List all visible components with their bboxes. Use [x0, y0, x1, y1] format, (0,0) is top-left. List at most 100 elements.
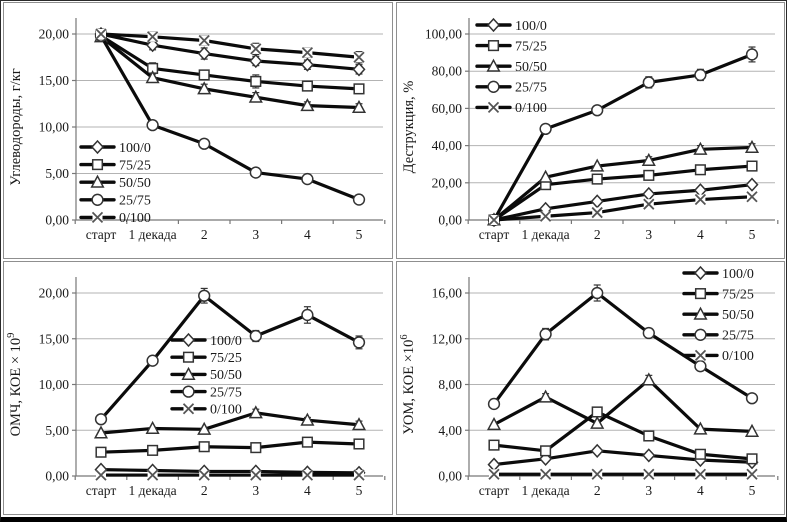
square-marker: [301, 80, 313, 92]
svg-text:20,00: 20,00: [39, 286, 70, 301]
diamond-marker: [590, 194, 604, 209]
svg-text:10,00: 10,00: [39, 377, 70, 392]
diamond-marker: [745, 177, 759, 192]
x-marker: [591, 468, 603, 480]
series-75/25: [488, 406, 758, 465]
legend-label: 100/0: [515, 19, 547, 34]
triangle-marker: [351, 99, 367, 114]
legend-item-25/75: 25/75: [475, 81, 547, 96]
legend-label: 50/50: [722, 308, 754, 323]
svg-text:2: 2: [594, 227, 601, 242]
square-marker: [694, 288, 707, 300]
chart-panel-omch: 0,00 5,00 10,00 15,00 20,00 старт 1 декада 2 3 4 5…: [3, 261, 393, 515]
series-50/50: [486, 372, 760, 437]
square-marker: [250, 442, 262, 454]
svg-text:старт: старт: [86, 483, 117, 498]
circle-marker: [146, 118, 159, 132]
series-0/100: [95, 469, 365, 481]
y-axis-tick-labels: 0,00 20,00 40,00 60,00 80,00 100,00: [425, 27, 462, 228]
svg-text:4,00: 4,00: [438, 423, 462, 438]
legend-item-0/100: 0/100: [79, 211, 151, 226]
legend-item-25/75: 25/75: [79, 194, 151, 209]
diamond-marker: [300, 57, 314, 72]
x-marker: [146, 31, 159, 43]
series-0/100: [488, 191, 758, 226]
circle-marker: [352, 336, 366, 349]
square-marker: [540, 445, 552, 457]
x-axis-tick-labels: старт 1 декада 2 3 4 5: [479, 483, 756, 498]
diamond-marker: [486, 17, 501, 33]
legend-item-75/25: 75/25: [682, 287, 754, 302]
triangle-marker: [693, 141, 708, 155]
triangle-marker: [300, 98, 315, 112]
x-marker: [250, 43, 262, 55]
legend-item-0/100: 0/100: [682, 349, 754, 364]
diamond-marker: [487, 457, 501, 472]
circle-marker: [94, 413, 108, 426]
chart-canvas-hydrocarbons: 0,00 5,00 10,00 15,00 20,00 старт 1 декада 2 3 4 5…: [8, 18, 386, 242]
series-50/50: [93, 405, 367, 439]
x-marker: [301, 46, 314, 59]
legend-item-50/50: 50/50: [682, 306, 754, 323]
svg-text:4: 4: [697, 483, 704, 498]
legend-label: 25/75: [515, 81, 547, 96]
triangle-marker: [197, 81, 212, 95]
circle-marker: [198, 289, 211, 302]
square-marker: [198, 441, 210, 453]
axes: [465, 18, 779, 224]
svg-text:2: 2: [201, 227, 208, 242]
svg-text:старт: старт: [479, 483, 510, 498]
square-marker: [591, 173, 603, 185]
circle-marker: [642, 76, 655, 89]
circle-marker: [539, 122, 552, 136]
legend-item-75/25: 75/25: [79, 158, 151, 173]
legend-item-50/50: 50/50: [79, 174, 151, 191]
x-marker: [488, 468, 500, 480]
svg-text:5,00: 5,00: [45, 166, 69, 181]
legend-item-0/100: 0/100: [475, 101, 547, 116]
svg-text:4: 4: [304, 227, 311, 242]
square-marker: [694, 164, 706, 176]
series-25/75: [94, 287, 366, 426]
y-axis-title: ОМЧ, КОЕ × 109: [6, 333, 24, 437]
svg-text:100,00: 100,00: [425, 27, 462, 42]
chart-canvas-destruction: 0,00 20,00 40,00 60,00 80,00 100,00 старт 1 дек…: [401, 17, 779, 242]
svg-text:60,00: 60,00: [432, 101, 463, 116]
svg-text:20,00: 20,00: [39, 27, 70, 42]
y-axis-tick-labels: 0,00 5,00 10,00 15,00 20,00: [39, 27, 70, 228]
svg-text:1 декада: 1 декада: [521, 227, 569, 242]
square-marker: [182, 351, 195, 363]
svg-text:старт: старт: [86, 227, 117, 242]
svg-text:2: 2: [201, 483, 208, 498]
circle-marker: [182, 385, 195, 398]
triangle-marker: [351, 417, 367, 431]
y-axis-tick-labels: 0,00 4,00 8,00 12,00 16,00: [432, 286, 463, 484]
x-marker: [250, 469, 262, 481]
x-marker: [539, 468, 552, 480]
y-axis-title: Углеводороды, г/кг: [8, 68, 24, 186]
legend-label: 25/75: [722, 329, 754, 344]
series-0/100: [95, 28, 365, 64]
svg-text:3: 3: [645, 483, 652, 498]
triangle-marker: [181, 366, 196, 380]
svg-text:5: 5: [356, 483, 363, 498]
svg-text:0,00: 0,00: [438, 213, 462, 228]
svg-text:5: 5: [749, 227, 756, 242]
square-marker: [746, 160, 758, 172]
legend-item-25/75: 25/75: [170, 385, 242, 400]
legend-label: 100/0: [210, 334, 242, 349]
circle-marker: [249, 329, 262, 343]
circle-marker: [146, 354, 159, 367]
svg-text:15,00: 15,00: [39, 331, 70, 346]
circle-marker: [539, 328, 552, 341]
y-axis-title: Деструкция, %: [401, 81, 417, 174]
x-marker: [694, 468, 707, 480]
legend-label: 0/100: [119, 211, 151, 226]
square-marker: [487, 40, 500, 52]
triangle-marker: [300, 412, 315, 426]
chart-canvas-omch: 0,00 5,00 10,00 15,00 20,00 старт 1 декада 2 3 4 5…: [6, 277, 386, 498]
diamond-marker: [249, 53, 263, 69]
legend-label: 0/100: [515, 101, 547, 116]
diamond-marker: [146, 38, 160, 53]
square-marker: [591, 406, 603, 418]
